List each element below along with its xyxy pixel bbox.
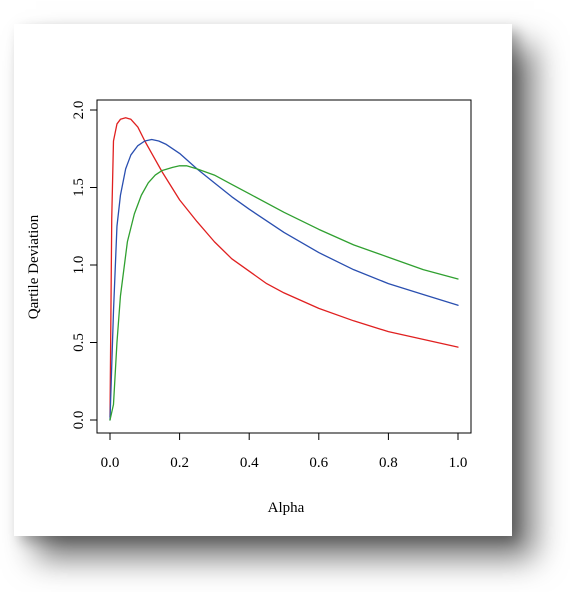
x-tick-label: 1.0 bbox=[449, 455, 468, 471]
x-tick-label: 0.0 bbox=[101, 455, 120, 471]
y-axis-title: Qartile Deviation bbox=[26, 214, 42, 319]
series-line-red bbox=[109, 117, 459, 418]
series-line-blue bbox=[109, 138, 459, 421]
x-axis-title: Alpha bbox=[268, 500, 305, 516]
plot-frame bbox=[96, 99, 472, 434]
y-tick-label: 1.0 bbox=[71, 256, 87, 275]
y-tick-label: 1.5 bbox=[71, 178, 87, 197]
series-line-green bbox=[109, 165, 459, 421]
x-tick-label: 0.4 bbox=[240, 455, 259, 471]
y-tick-label: 2.0 bbox=[71, 101, 87, 120]
x-tick-label: 0.2 bbox=[170, 455, 189, 471]
x-tick-label: 0.8 bbox=[379, 455, 398, 471]
y-tick-label: 0.0 bbox=[71, 411, 87, 430]
x-tick-label: 0.6 bbox=[309, 455, 328, 471]
y-tick-label: 0.5 bbox=[71, 333, 87, 352]
